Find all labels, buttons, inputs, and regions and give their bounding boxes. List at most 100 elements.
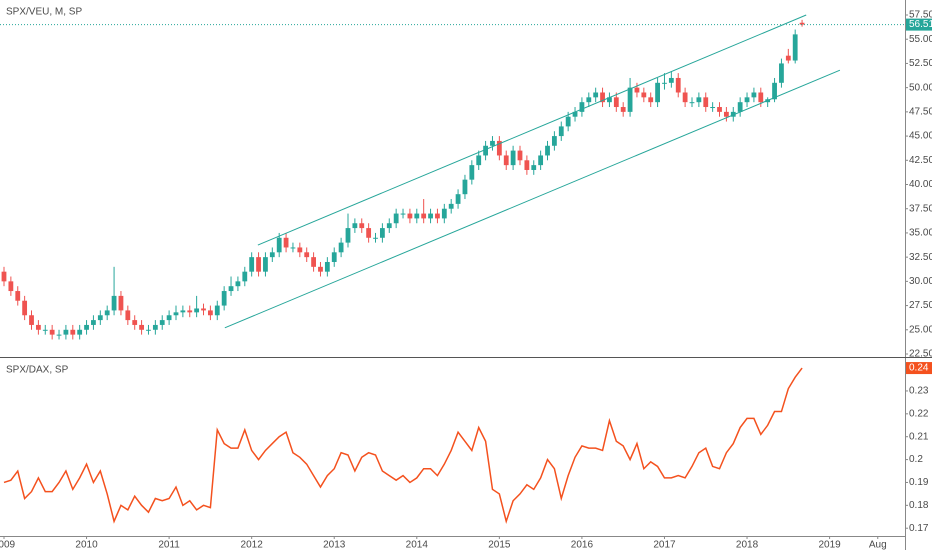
y-tick-label: 37.50 xyxy=(909,203,932,214)
candle-body xyxy=(49,329,55,335)
candle-body xyxy=(22,300,28,316)
trend-line xyxy=(224,69,841,329)
y-tick-label: 0.19 xyxy=(909,477,929,488)
candle-body xyxy=(139,324,144,330)
candle-body xyxy=(173,312,179,316)
trend-line xyxy=(257,14,807,246)
last-price-box xyxy=(906,18,932,31)
last-value-label: 0.24 xyxy=(909,363,929,374)
candle-body xyxy=(655,82,660,103)
pane-title: SPX/VEU, M, SP xyxy=(6,7,82,18)
candle-body xyxy=(758,92,764,103)
candle-body xyxy=(428,213,433,219)
y-tick-label: 52.50 xyxy=(909,58,932,69)
candle-body xyxy=(242,271,248,282)
candle-body xyxy=(63,329,69,335)
y-tick-label: 32.50 xyxy=(909,252,932,263)
y-tick-label: 22.50 xyxy=(909,349,932,360)
candle-body xyxy=(324,261,330,272)
candle-body xyxy=(352,223,358,229)
y-tick-label: 40.00 xyxy=(909,179,932,190)
candle-body xyxy=(249,257,255,272)
candle-body xyxy=(180,310,186,313)
candle-body xyxy=(689,102,695,104)
candle-body xyxy=(359,223,365,229)
candle-body xyxy=(373,237,378,239)
candle-body xyxy=(510,150,516,166)
candle-body xyxy=(696,97,702,103)
candle-body xyxy=(593,92,599,98)
candle-body xyxy=(469,165,475,180)
candle-body xyxy=(441,208,447,219)
candle-body xyxy=(627,87,633,112)
candle-body xyxy=(91,320,96,325)
candle-body xyxy=(42,329,48,331)
candle-body xyxy=(35,324,41,330)
x-tick-label: 2010 xyxy=(75,540,98,550)
candle-body xyxy=(15,291,21,301)
candle-body xyxy=(366,228,372,238)
candle-body xyxy=(675,77,681,93)
candle-body xyxy=(717,107,722,112)
candle-body xyxy=(414,213,420,219)
candle-body xyxy=(641,92,647,98)
candle-body xyxy=(421,213,427,219)
y-tick-label: 47.50 xyxy=(909,107,932,118)
candle-body xyxy=(269,252,275,258)
x-tick-label: 2011 xyxy=(158,540,180,550)
candle-body xyxy=(118,295,124,311)
candle-body xyxy=(634,87,640,93)
candle-body xyxy=(579,102,585,112)
candle-body xyxy=(221,291,227,306)
pane-title: SPX/DAX, SP xyxy=(6,365,69,376)
candle-body xyxy=(290,247,296,249)
candle-body xyxy=(77,329,83,335)
candle-body xyxy=(207,310,213,316)
y-tick-label: 50.00 xyxy=(909,82,932,93)
candle-body xyxy=(56,334,62,336)
data-line xyxy=(3,367,803,525)
candle-body xyxy=(551,136,557,146)
x-tick-label: 2015 xyxy=(488,540,511,550)
candle-body xyxy=(723,111,729,117)
candle-body xyxy=(483,145,488,156)
candle-body xyxy=(503,155,509,166)
candle-body xyxy=(490,140,495,146)
candle-body xyxy=(228,286,234,292)
candle-body xyxy=(276,237,282,253)
candle-body xyxy=(730,111,736,117)
candle-body xyxy=(524,160,530,170)
candle-body xyxy=(159,320,165,325)
y-tick-label: 0.17 xyxy=(909,523,929,534)
candle-body xyxy=(496,140,502,156)
candle-body xyxy=(187,310,193,313)
x-tick-label: 2019 xyxy=(818,540,841,550)
candle-body xyxy=(517,150,523,161)
candle-body xyxy=(531,165,537,170)
candle-body xyxy=(379,228,385,238)
candle-body xyxy=(125,310,131,321)
candle-body xyxy=(297,247,303,253)
candle-body xyxy=(152,324,158,330)
candle-body xyxy=(538,155,544,166)
candle-body xyxy=(792,34,798,61)
candle-body xyxy=(545,145,550,156)
x-tick-label: 2012 xyxy=(241,540,264,550)
candle-body xyxy=(682,92,688,103)
y-tick-label: 27.50 xyxy=(909,300,932,311)
candle-body xyxy=(572,111,578,117)
candle-body xyxy=(779,63,784,83)
candle-body xyxy=(201,308,206,311)
candle-body xyxy=(345,228,351,243)
candle-body xyxy=(407,213,413,219)
candle-body xyxy=(70,329,76,335)
candle-body xyxy=(613,97,619,108)
candle-body xyxy=(256,257,261,272)
candle-body xyxy=(235,281,241,287)
candle-body xyxy=(455,194,461,204)
candle-body xyxy=(648,97,654,103)
candle-body xyxy=(1,271,7,282)
candle-body xyxy=(214,305,220,316)
candle-body xyxy=(462,179,468,195)
